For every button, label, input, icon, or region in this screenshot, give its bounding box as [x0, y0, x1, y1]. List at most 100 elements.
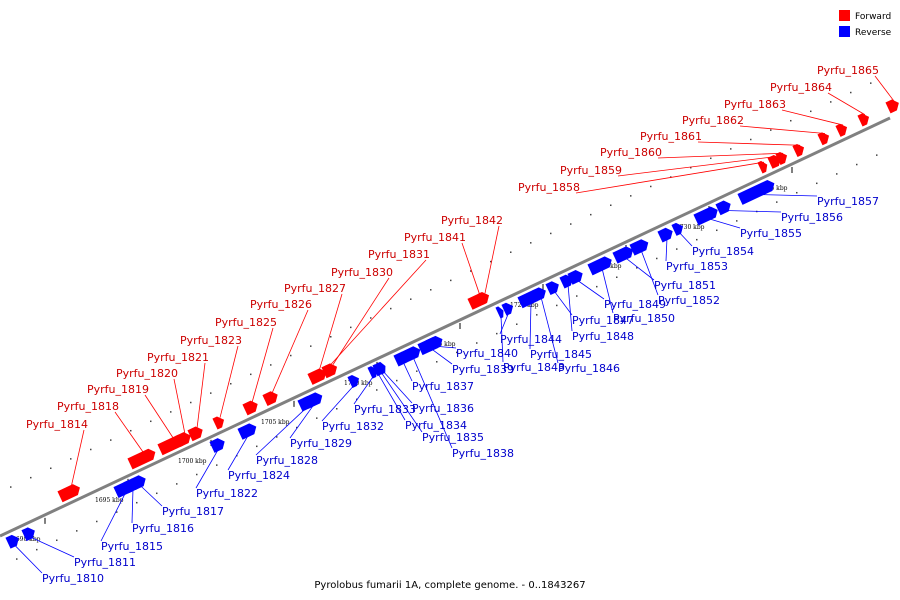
forward-gene-label: Pyrfu_1825	[215, 316, 277, 329]
reverse-leader-line	[195, 447, 220, 489]
reverse-leader-line	[499, 311, 510, 335]
grid-dot	[430, 289, 432, 291]
grid-dot	[516, 323, 518, 325]
reverse-gene-label: Pyrfu_1848	[572, 330, 634, 343]
forward-gene-arrow	[817, 132, 830, 146]
forward-gene-label: Pyrfu_1842	[441, 214, 503, 227]
reverse-leader-line	[678, 231, 693, 247]
grid-dot	[350, 326, 352, 329]
reverse-gene-label: Pyrfu_1850	[613, 312, 675, 325]
caption: Pyrolobus fumarii 1A, complete genome. -…	[314, 580, 585, 591]
forward-gene-label: Pyrfu_1860	[600, 146, 662, 159]
forward-leader-line	[697, 141, 801, 146]
grid-dot	[716, 229, 718, 232]
reverse-gene-label: Pyrfu_1857	[817, 195, 879, 208]
grid-dot	[96, 520, 98, 523]
forward-leader-line	[144, 394, 175, 440]
grid-dot	[216, 464, 218, 466]
reverse-leader-line	[255, 406, 309, 456]
reverse-leader-line	[601, 268, 614, 314]
reverse-gene-label: Pyrfu_1828	[256, 454, 318, 467]
grid-dot	[376, 389, 378, 391]
grid-dot	[276, 436, 278, 438]
grid-dot	[476, 342, 478, 344]
grid-dot	[50, 467, 52, 470]
reverse-gene-arrow	[693, 206, 718, 226]
grid-dot	[796, 191, 798, 194]
forward-leader-line	[196, 362, 206, 429]
reverse-leader-line	[321, 384, 356, 422]
forward-gene-arrow	[57, 484, 80, 503]
forward-gene-arrow	[775, 152, 788, 166]
reverse-leader-line	[227, 433, 250, 471]
grid-dot	[410, 298, 412, 300]
reverse-gene-label: Pyrfu_1816	[132, 522, 194, 535]
grid-dot	[310, 345, 312, 347]
reverse-leader-line	[377, 373, 406, 421]
reverse-leader-line	[665, 237, 668, 262]
legend: Forward Reverse	[839, 10, 892, 38]
reverse-gene-arrow	[303, 392, 323, 409]
grid-dot	[556, 304, 558, 307]
grid-dot	[196, 473, 198, 476]
reverse-leader-line	[131, 488, 134, 524]
forward-gene-arrow	[835, 123, 848, 137]
forward-gene-arrow	[321, 365, 334, 379]
grid-dot	[170, 411, 172, 413]
reverse-gene-label: Pyrfu_1815	[101, 540, 163, 553]
forward-gene-arrow	[477, 292, 490, 305]
reverse-leader-line	[540, 296, 559, 364]
forward-gene-label: Pyrfu_1821	[147, 351, 209, 364]
reverse-gene-arrow	[587, 256, 612, 276]
reverse-gene-label: Pyrfu_1832	[322, 420, 384, 433]
forward-gene-label: Pyrfu_1863	[724, 98, 786, 111]
reverse-leader-line	[139, 484, 163, 507]
grid-dot	[176, 483, 178, 485]
reverse-gene-label: Pyrfu_1840	[456, 347, 518, 360]
reverse-leader-line	[430, 348, 453, 365]
forward-leader-line	[70, 429, 85, 488]
reverse-gene-label: Pyrfu_1836	[412, 402, 474, 415]
forward-leader-line	[318, 293, 343, 372]
reverse-leader-line	[640, 249, 659, 296]
reverse-gene-label: Pyrfu_1837	[412, 380, 474, 393]
forward-gene-label: Pyrfu_1865	[817, 64, 879, 77]
reverse-leader-line	[707, 218, 741, 229]
grid-dot	[750, 138, 752, 141]
genes	[5, 99, 899, 549]
grid-dot	[510, 251, 512, 253]
forward-gene-label: Pyrfu_1830	[331, 266, 393, 279]
reverse-leader-line	[353, 375, 375, 405]
reverse-gene-label: Pyrfu_1834	[405, 419, 467, 432]
reverse-gene-label: Pyrfu_1843	[503, 361, 565, 374]
reverse-gene-arrow	[612, 246, 634, 264]
genome-axis	[0, 116, 891, 538]
forward-leader-line	[617, 156, 777, 177]
reverse-leader-line	[382, 370, 413, 404]
reverse-gene-arrow	[495, 306, 504, 319]
reverse-gene-arrow	[715, 200, 731, 216]
grid-dot	[156, 492, 158, 495]
grid-dot	[570, 223, 572, 225]
grid-dot	[816, 182, 818, 185]
grid-dot	[10, 486, 12, 488]
grid-dot	[616, 276, 618, 279]
grid-dot	[850, 91, 852, 94]
grid-dot	[56, 539, 58, 542]
forward-leader-line	[219, 345, 239, 418]
grid-dot	[710, 157, 712, 160]
reverse-gene-label: Pyrfu_1854	[692, 245, 754, 258]
scale-tick-label: 1700 kbp	[178, 458, 207, 465]
reverse-gene-arrow	[671, 222, 684, 236]
forward-gene-label: Pyrfu_1861	[640, 130, 702, 143]
forward-gene-arrow	[242, 400, 258, 416]
forward-leader-line	[874, 75, 895, 102]
reverse-leader-line	[529, 301, 532, 350]
scale-tick-label: 1735 kbp	[759, 185, 788, 192]
grid-dot	[690, 166, 692, 169]
forward-gene-label: Pyrfu_1862	[682, 114, 744, 127]
forward-gene-arrow	[187, 426, 203, 442]
forward-gene-label: Pyrfu_1827	[284, 282, 346, 295]
grid-dot	[576, 295, 578, 297]
grid-dot	[856, 163, 858, 166]
